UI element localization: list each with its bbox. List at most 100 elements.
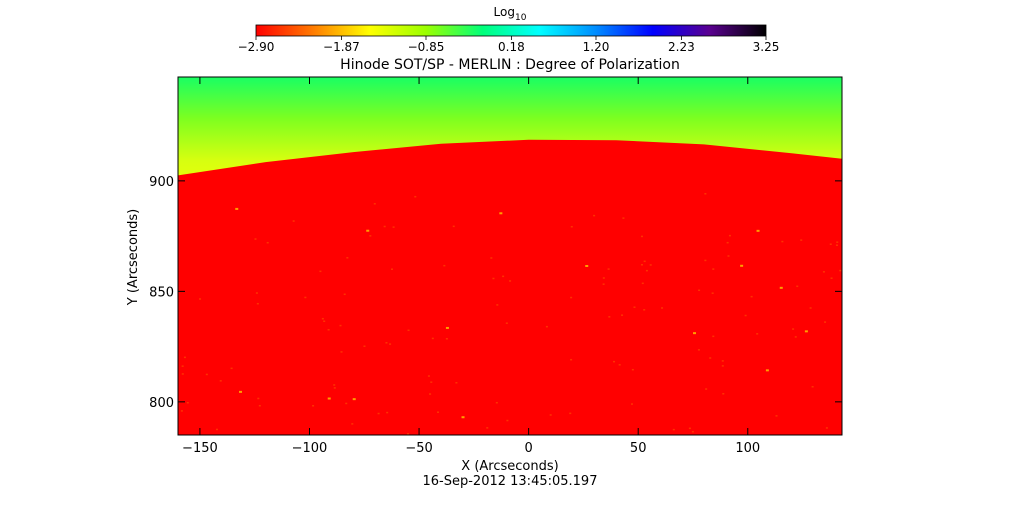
colorbar-tick-label: 2.23 [668,40,695,54]
speckle [570,296,573,299]
colorbar-tick-label: −0.85 [408,40,445,54]
plot-frame [177,76,843,436]
speckle [645,269,648,272]
colorbar: Log10 −2.90 −1.87 −0.85 0.18 1.20 2.23 3.25 [238,5,780,54]
colorbar-ticks: −2.90 −1.87 −0.85 0.18 1.20 2.23 3.25 [238,36,779,54]
speckle [366,229,370,232]
speckle [230,367,233,370]
x-tick-label: −150 [182,441,218,456]
y-axis-ticks: 800 850 900 [149,175,842,411]
x-tick-label: 100 [735,441,760,456]
footer-timestamp: 16-Sep-2012 13:45:05.197 [423,474,598,489]
speckle [327,397,331,400]
speckle [721,360,724,362]
speckle [744,314,747,317]
speckle [499,212,503,215]
speckle [340,351,343,353]
speckle [608,316,611,318]
x-tick-label: 0 [524,441,532,456]
speckle [704,259,707,262]
speckle [319,270,322,273]
speckle [643,309,646,311]
speckle [445,337,448,340]
speckle [407,329,410,332]
speckle [346,257,349,259]
speckle [622,217,625,219]
speckle [377,412,380,415]
speckle [775,415,778,417]
speckle [649,264,652,266]
speckle [258,404,261,407]
speckle [825,427,828,429]
speckle [809,307,812,309]
speckle [722,393,725,395]
x-axis-ticks: −150 −100 −50 0 50 100 [182,77,760,456]
speckle [641,282,644,285]
speckle [386,411,389,414]
speckle [351,423,354,425]
speckle [618,364,621,366]
speckle [352,398,356,401]
speckle [492,277,495,280]
speckle [697,349,700,351]
speckle [836,241,839,243]
speckle [455,382,458,384]
speckle [255,292,258,294]
colorbar-label-base: Log [494,5,515,19]
speckle [549,414,552,416]
speckle [389,343,392,345]
speckle [343,293,346,296]
speckle [602,277,605,279]
speckle [452,225,455,228]
speckle [509,280,512,282]
speckle [339,324,342,327]
speckle [437,411,440,413]
speckle [693,332,697,335]
speckle [430,381,433,383]
speckle [215,428,218,431]
speckle [327,329,330,331]
speckle [363,345,366,347]
colorbar-tick-label: 1.20 [583,40,610,54]
speckle [292,220,295,222]
y-tick-label: 800 [149,396,174,411]
speckle [406,433,409,435]
speckle [545,325,548,328]
speckle [830,277,833,279]
speckle [431,337,434,340]
speckle [705,388,708,390]
speckle [414,195,417,198]
speckle [266,241,269,244]
speckle [199,298,202,300]
y-tick-label: 900 [149,175,174,190]
speckle [779,286,783,289]
speckle [183,356,186,359]
speckle [613,360,616,363]
speckle [800,239,803,241]
speckle [602,283,605,285]
speckle [765,369,769,372]
colorbar-tick-label: −1.87 [323,40,360,54]
speckle [496,304,499,306]
speckle [756,229,760,232]
speckle [186,401,189,404]
speckle [256,302,259,305]
y-tick-label: 850 [149,285,174,300]
speckle [792,328,795,330]
speckle [235,207,239,210]
speckle [506,419,509,422]
speckle [570,225,573,228]
speckle [505,322,508,324]
speckle [385,342,388,344]
speckle [728,234,731,237]
speckle [257,397,260,400]
speckle [633,306,636,308]
speckle [304,296,307,299]
chart-title: Hinode SOT/SP - MERLIN : Degree of Polar… [340,57,680,73]
speckle [323,320,326,323]
speckle [698,289,701,292]
speckle [704,193,707,195]
speckle [593,214,596,217]
speckle [712,268,715,270]
speckle [839,269,842,272]
